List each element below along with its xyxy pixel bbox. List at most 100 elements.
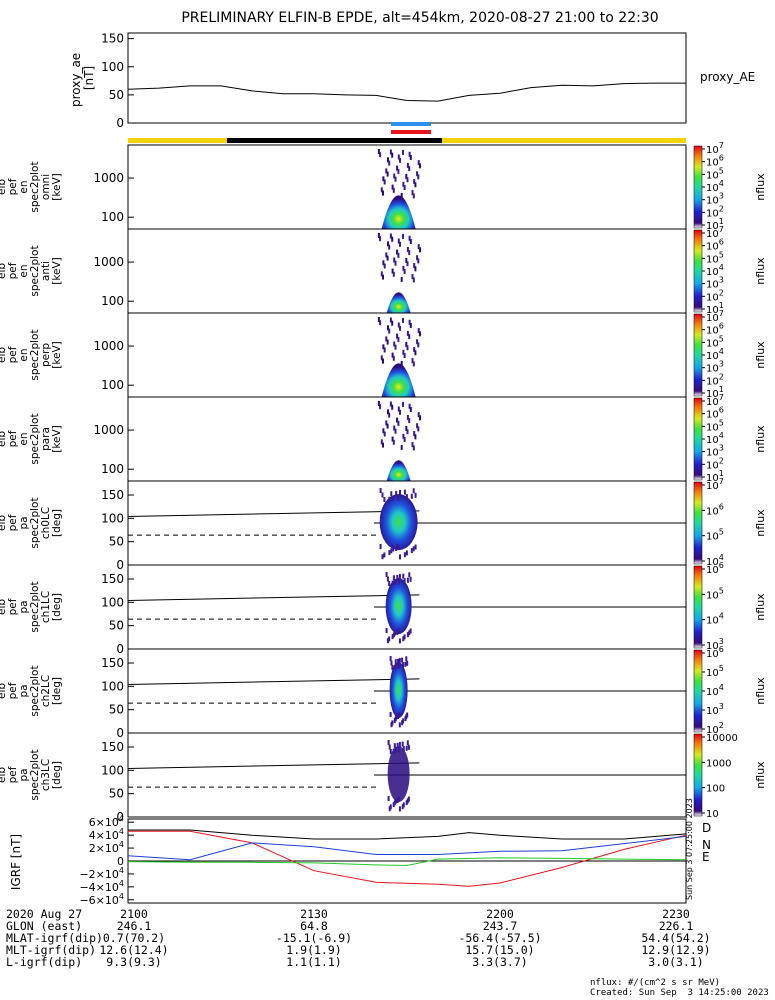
flux-pixel: [394, 428, 397, 434]
flux-pixel: [387, 796, 390, 801]
panel-tick-label: 100: [101, 462, 124, 476]
colorbar-tick-label: 103: [706, 276, 724, 291]
flux-pixel: [396, 574, 399, 580]
flux-pixel: [400, 444, 403, 450]
flux-pixel: [392, 802, 395, 808]
flux-pixel: [386, 576, 389, 582]
flux-pixel: [391, 352, 394, 358]
flux-pixel: [411, 274, 414, 280]
flux-pixel: [396, 165, 399, 171]
colorbar-tick-label: 103: [706, 702, 724, 717]
flux-pixel: [395, 546, 398, 551]
flux-pixel: [387, 325, 389, 331]
flux-pixel: [409, 407, 412, 412]
colorbar-tick-label: 103: [706, 360, 724, 375]
flux-pixel: [408, 151, 411, 157]
flux-pixel: [411, 358, 414, 364]
colorbar-tick-label: 107: [706, 393, 724, 408]
flux-pixel: [408, 166, 411, 172]
colorbar-tick-label: 102: [706, 721, 724, 736]
proxy-ae-panel: 150 100 50 0 proxy_ae [nT] proxy_AE: [69, 32, 755, 130]
flux-pixel: [387, 241, 389, 247]
orbit-status-bar: [128, 122, 686, 143]
flux-pixel: [397, 712, 400, 718]
flux-pixel: [393, 425, 396, 431]
colorbar: [693, 481, 703, 565]
flux-pixel: [397, 628, 400, 634]
footer-value: 9.3(9.3): [106, 955, 162, 969]
flux-pixel: [409, 323, 412, 328]
flux-pixel: [401, 741, 404, 747]
footer-row-label: MLT-igrf(dip): [6, 943, 97, 957]
panel-tick-label: 150: [101, 656, 124, 670]
footer-value: 1.9(1.9): [286, 943, 342, 957]
panel-tick-label: 150: [101, 488, 124, 502]
flux-pixel: [397, 796, 400, 802]
panel-anti: elbpefenspec2plotanti[keV] 10001001071061…: [0, 225, 767, 316]
flux-pixel: [388, 744, 391, 750]
colorbar-tick-label: 102: [706, 372, 724, 387]
colorbar-label: nflux: [754, 257, 767, 285]
loss-cone-line: [127, 678, 420, 685]
colorbar-tick-label: 1000: [706, 758, 731, 769]
ae-tick-label: 0: [116, 116, 124, 130]
flux-pixel: [417, 244, 420, 250]
footer-row: MLAT-igrf(dip) 0.7(70.2) -15.1(-6.9) -56.4(…: [0, 932, 775, 944]
panel-tick-label: 1000: [93, 423, 124, 437]
loss-cone-line: [127, 510, 420, 517]
science-zone-red-bar: [391, 130, 431, 134]
flux-pixel: [392, 495, 395, 501]
flux-pixel: [406, 246, 409, 252]
created-note-text: Created: Sun Sep 3 14:25:00 2023: [590, 988, 769, 998]
flux-pixel: [397, 747, 400, 753]
panel-ylabel: elbpefenspec2plotperp[keV]: [0, 329, 63, 380]
panel-ch1LC: elbpefpaspec2plotch1LC[deg] 150 100 50 0 106 1…: [0, 561, 767, 656]
flux-pixel: [383, 552, 386, 558]
flux-pixel: [403, 353, 406, 358]
igrf-legend-d: D: [702, 821, 711, 835]
panel-tick-label: 100: [101, 210, 124, 224]
flux-pixel: [406, 429, 409, 435]
colorbar-tick-label: 105: [706, 528, 724, 543]
colorbar-tick-label: 102: [706, 204, 724, 219]
flux-pixel: [416, 339, 419, 345]
flux-pixel: [405, 341, 408, 347]
proxy-ae-line: [127, 82, 686, 102]
colorbar-tick-label: 102: [706, 456, 724, 471]
flux-pixel: [409, 628, 412, 634]
panel-tick-label: 1000: [93, 255, 124, 269]
flux-pixel: [397, 322, 400, 328]
colorbar-tick-label: 106: [706, 154, 724, 169]
panel-tick-label: 100: [101, 511, 124, 525]
flux-pixel: [402, 233, 404, 239]
flux-pixel: [394, 176, 397, 182]
colorbar: [693, 649, 703, 733]
flux-pixel: [402, 181, 405, 187]
colorbar-tick-label: 100: [706, 784, 725, 795]
flux-pixel: [408, 319, 411, 325]
footer-value: 3.3(3.7): [472, 955, 528, 969]
panel-tick-label: 50: [109, 619, 124, 633]
panel-tick-label: 0: [116, 642, 124, 656]
flux-pixel: [393, 173, 396, 179]
panel-omni: elbpefenspec2plotomni[keV] 10001001071061…: [0, 141, 767, 232]
flux-pixel: [413, 263, 416, 268]
footer-value: 54.4(54.2): [641, 931, 711, 945]
flux-blob: [381, 363, 416, 397]
footer-row-label: L-igrf(dip): [6, 955, 83, 969]
flux-pixel: [399, 241, 401, 247]
flux-pixel: [393, 341, 396, 347]
flux-pixel: [408, 572, 411, 578]
flux-pixel: [419, 247, 421, 253]
flux-pixel: [392, 546, 395, 552]
flux-pixel: [406, 740, 409, 746]
igrf-tick-label: 2×104: [89, 840, 124, 855]
flux-pixel: [396, 742, 399, 748]
flux-pixel: [388, 244, 391, 250]
flux-pixel: [394, 579, 397, 585]
colorbar-tick-label: 105: [706, 166, 724, 181]
flux-pixel: [389, 712, 392, 717]
flux-pixel: [392, 439, 395, 445]
flux-pixel: [398, 638, 401, 644]
